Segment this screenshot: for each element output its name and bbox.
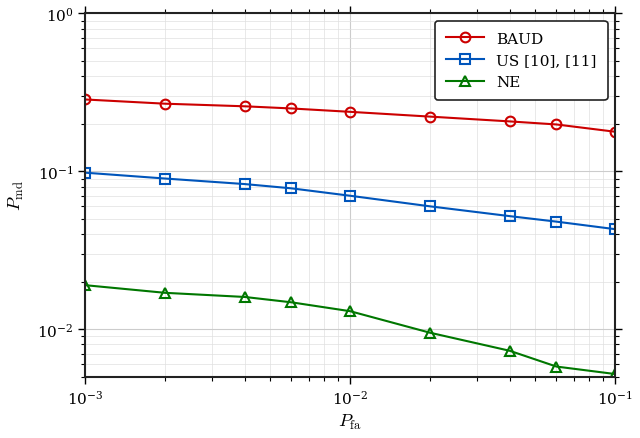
NE [287,300,295,305]
BAUD [552,123,560,128]
Legend: BAUD, US [10], [11], NE: BAUD, US [10], [11], NE [435,22,607,100]
NE [346,309,354,314]
US [10], [11] [426,204,434,209]
US [10], [11] [287,186,295,191]
US [10], [11] [611,227,619,232]
Line: NE: NE [80,281,620,379]
BAUD [506,120,513,125]
US [10], [11] [81,171,89,176]
BAUD [241,104,248,110]
NE [552,364,560,369]
US [10], [11] [506,214,513,219]
NE [81,283,89,288]
Line: BAUD: BAUD [80,95,620,137]
BAUD [81,98,89,103]
NE [241,295,248,300]
US [10], [11] [346,194,354,199]
BAUD [287,106,295,112]
US [10], [11] [241,182,248,187]
NE [426,330,434,336]
BAUD [161,102,169,107]
BAUD [426,115,434,120]
X-axis label: $P_{\mathrm{fa}}$: $P_{\mathrm{fa}}$ [339,412,362,431]
NE [506,348,513,353]
Line: US [10], [11]: US [10], [11] [80,169,620,234]
BAUD [611,130,619,135]
NE [611,371,619,377]
Y-axis label: $P_{\mathrm{md}}$: $P_{\mathrm{md}}$ [7,180,26,211]
BAUD [346,110,354,115]
NE [161,290,169,296]
US [10], [11] [552,219,560,225]
US [10], [11] [161,177,169,182]
